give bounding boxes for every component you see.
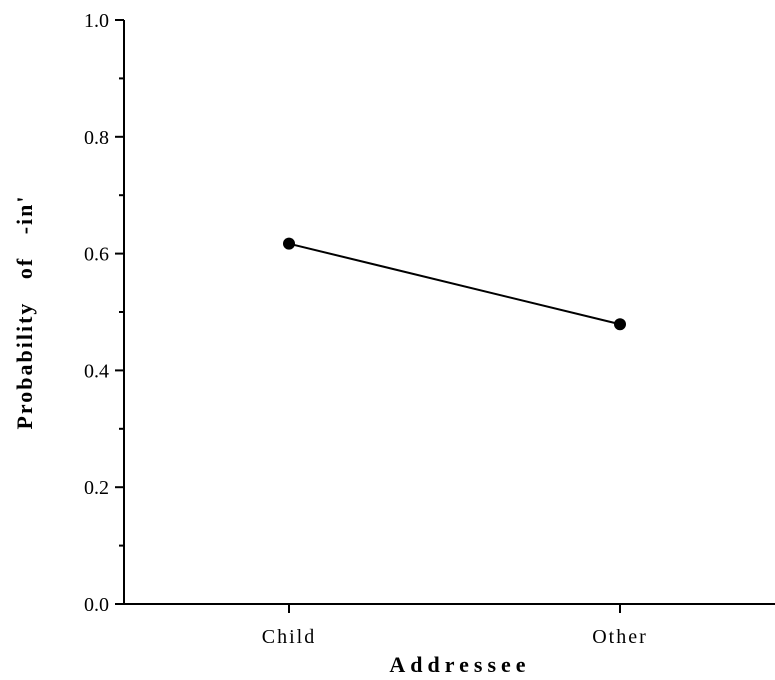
- y-tick-label: 0.0: [84, 594, 109, 616]
- y-tick-label: 0.4: [84, 360, 109, 382]
- y-axis-title: Probability of -in': [12, 194, 37, 429]
- series: [283, 237, 626, 331]
- data-point: [283, 237, 295, 250]
- x-tick-label: Child: [262, 626, 316, 648]
- data-point: [614, 318, 626, 331]
- y-tick-label: 0.2: [84, 477, 109, 499]
- x-axis-title: Addressee: [389, 652, 530, 675]
- x-axis: Child Other: [124, 603, 775, 648]
- series-line: [288, 242, 621, 326]
- x-tick-label: Other: [592, 626, 648, 648]
- y-axis: 0.0 0.2 0.4 0.6 0.8 1.0: [84, 10, 125, 616]
- y-tick-label: 1.0: [84, 10, 109, 32]
- y-tick-label: 0.8: [84, 127, 109, 149]
- y-tick-label: 0.6: [84, 244, 109, 266]
